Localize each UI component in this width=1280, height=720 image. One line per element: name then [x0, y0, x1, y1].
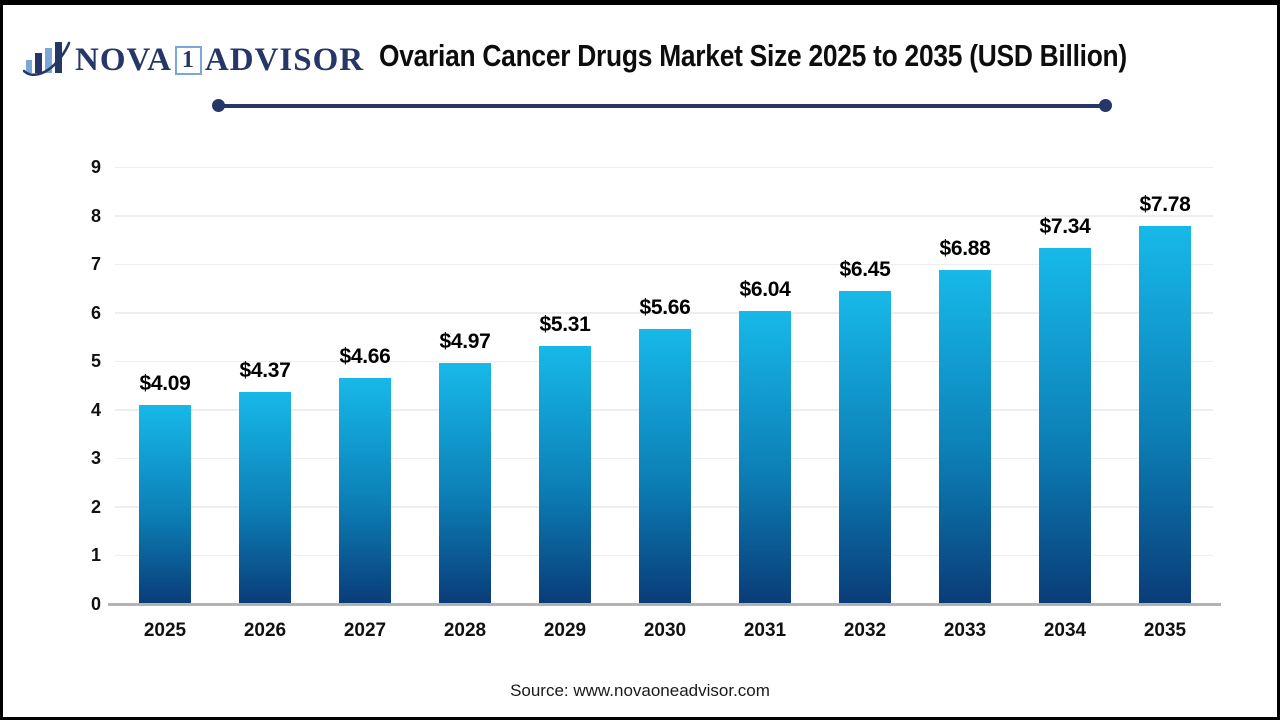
plot-area: 0 1 2 3 4 5 6 7 8 9 $4.09 2025 $4.37 2026 $4.66 2027 $4.… — [91, 157, 1221, 641]
y-tick-label: 7 — [90, 254, 101, 275]
bar — [1039, 247, 1091, 604]
bar-value-label: $4.09 — [139, 372, 191, 396]
x-tick-label: 2030 — [643, 620, 687, 641]
gridline — [115, 263, 1213, 266]
underline-left-dot — [212, 99, 225, 112]
x-tick-label: 2026 — [243, 620, 287, 641]
x-tick-label: 2033 — [943, 620, 987, 641]
bar — [739, 310, 791, 604]
title-underline — [212, 99, 1112, 112]
y-tick-label: 2 — [90, 496, 101, 517]
logo-text-nova: NOVA — [75, 41, 172, 78]
bar-value-label: $7.78 — [1139, 193, 1191, 217]
bar-value-label: $4.37 — [239, 358, 291, 382]
logo-text-advisor: ADVISOR — [204, 41, 365, 78]
gridline — [115, 215, 1213, 217]
bar — [639, 329, 691, 604]
x-tick-label: 2027 — [343, 620, 387, 641]
y-tick-label: 9 — [90, 157, 101, 177]
chart-title: Ovarian Cancer Drugs Market Size 2025 to… — [293, 38, 1213, 74]
chart-title-text: Ovarian Cancer Drugs Market Size 2025 to… — [379, 38, 1127, 73]
bar-value-label: $4.66 — [339, 344, 391, 368]
y-tick-label: 0 — [90, 594, 101, 614]
gridline — [115, 166, 1213, 168]
bar — [139, 405, 191, 604]
bar — [939, 269, 991, 604]
bar — [439, 362, 491, 604]
x-tick-label: 2031 — [743, 620, 787, 641]
bar — [539, 346, 591, 604]
x-tick-label: 2034 — [1043, 620, 1087, 641]
logo-badge-one: 1 — [174, 45, 202, 75]
bar-value-label: $7.34 — [1039, 214, 1091, 238]
bar-value-label: $6.88 — [939, 236, 991, 260]
source-note: Source: www.novaoneadvisor.com — [510, 681, 770, 700]
y-tick-label: 1 — [90, 545, 101, 566]
bar-value-label: $5.31 — [539, 313, 591, 337]
bar — [239, 391, 291, 604]
bar — [339, 377, 391, 604]
bar-value-label: $4.97 — [439, 329, 491, 353]
x-tick-label: 2035 — [1143, 620, 1187, 641]
y-tick-label: 5 — [90, 351, 101, 372]
bar-value-label: $6.45 — [839, 257, 891, 281]
x-tick-label: 2028 — [443, 620, 487, 641]
x-tick-label: 2032 — [843, 620, 887, 641]
gridline — [115, 312, 1213, 314]
y-tick-label: 6 — [90, 302, 101, 323]
y-tick-label: 4 — [90, 399, 101, 420]
y-tick-label: 3 — [90, 448, 101, 469]
underline-right-dot — [1099, 99, 1112, 112]
bar-value-label: $5.66 — [639, 296, 691, 320]
x-tick-label: 2025 — [143, 620, 187, 641]
x-tick-label: 2029 — [543, 620, 587, 641]
x-axis-line — [108, 602, 1221, 606]
bar — [839, 290, 891, 604]
logo-bars-swoosh-icon — [23, 41, 71, 76]
y-tick-label: 8 — [90, 205, 101, 226]
brand-logo: NOVA 1 ADVISOR — [23, 39, 364, 81]
bar-value-label: $6.04 — [739, 277, 791, 301]
bar — [1139, 226, 1191, 604]
